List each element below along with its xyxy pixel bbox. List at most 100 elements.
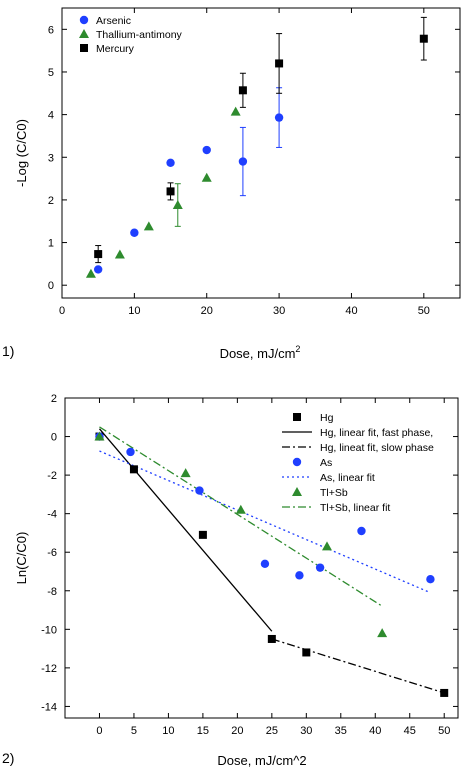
panel-2-legend: Hg Hg, linear fit, fast phase, Hg, lineat … xyxy=(282,412,434,514)
data-point-circle xyxy=(195,486,204,495)
panel-2-x-axis-label: Dose, mJ/cm^2 xyxy=(217,753,306,768)
x-tick-label: 40 xyxy=(345,305,357,317)
x-tick-label: 5 xyxy=(131,725,137,737)
panel-2-plot-frame xyxy=(64,397,459,719)
panel-1-chart: 1) 0 10 20 30 40 50 0 1 2 3 4 5 6 Arsenic Thallium-a… xyxy=(2,7,461,361)
legend-label: Hg, lineat fit, slow phase xyxy=(320,442,434,454)
y-tick-label: 5 xyxy=(48,67,54,79)
legend-label: Hg, linear fit, fast phase, xyxy=(320,427,433,439)
data-point-square xyxy=(267,634,276,643)
data-point-triangle xyxy=(143,221,154,231)
data-point-square xyxy=(129,465,138,474)
x-tick-label: 30 xyxy=(273,305,285,317)
x-tick-label: 35 xyxy=(335,725,347,737)
legend-marker-circle xyxy=(292,457,302,467)
y-tick-label: 2 xyxy=(51,393,57,405)
data-point-circle xyxy=(126,447,135,457)
y-tick-label: 2 xyxy=(48,195,54,207)
legend-label: As, linear fit xyxy=(320,472,375,484)
data-point-square xyxy=(94,250,103,259)
panel-1-x-axis-label: Dose, mJ/cm2 xyxy=(220,344,301,361)
data-point-triangle xyxy=(172,200,183,210)
data-point-circle xyxy=(315,563,325,572)
legend-label: Tl+Sb xyxy=(320,487,348,499)
legend-label: Hg xyxy=(320,412,334,424)
data-point-triangle xyxy=(377,628,388,638)
x-tick-label: 0 xyxy=(59,305,65,317)
y-tick-label: 3 xyxy=(48,152,54,164)
x-tick-label: 20 xyxy=(201,305,213,317)
data-point-circle xyxy=(238,157,248,166)
data-point-triangle xyxy=(94,431,105,441)
x-tick-label: 10 xyxy=(162,725,174,737)
fit-line xyxy=(99,450,431,594)
x-tick-label: 30 xyxy=(300,725,312,737)
y-tick-label: 0 xyxy=(51,432,57,444)
data-point-square xyxy=(198,530,207,539)
legend-label: Tl+Sb, linear fit xyxy=(320,502,390,514)
panel-1-y-axis-label: -Log (C/C0) xyxy=(14,119,29,187)
legend-marker-circle xyxy=(79,15,89,25)
data-point-circle xyxy=(260,559,270,568)
y-tick-label: -8 xyxy=(47,586,57,598)
data-point-square xyxy=(440,688,449,697)
legend-marker-square xyxy=(80,44,88,52)
x-tick-label: 0 xyxy=(96,725,102,737)
data-point-square xyxy=(419,34,428,43)
panel-2-fit-lines xyxy=(98,426,445,694)
fit-line xyxy=(98,428,273,632)
legend-label: As xyxy=(320,457,332,469)
panel-1-plot-frame xyxy=(61,7,461,299)
data-point-circle xyxy=(426,575,435,584)
data-point-circle xyxy=(274,113,284,122)
x-tick-label: 45 xyxy=(404,725,416,737)
data-point-square xyxy=(238,86,247,95)
panel-1-y-ticks: 0 1 2 3 4 5 6 xyxy=(48,24,460,292)
panel-2-y-axis-label: Ln(C/C0) xyxy=(14,532,29,585)
data-point-circle xyxy=(357,526,366,536)
y-tick-label: 0 xyxy=(48,280,54,292)
panel-1-x-ticks: 0 10 20 30 40 50 xyxy=(59,8,430,317)
x-tick-label: 25 xyxy=(266,725,278,737)
data-point-square xyxy=(302,648,311,657)
data-point-circle xyxy=(295,571,304,580)
data-point-triangle xyxy=(85,268,96,278)
x-tick-label: 10 xyxy=(128,305,140,317)
x-tick-label: 40 xyxy=(369,725,381,737)
legend-marker-triangle xyxy=(79,29,89,38)
x-tick-label: 50 xyxy=(438,725,450,737)
y-tick-label: -6 xyxy=(47,547,57,559)
data-point-square xyxy=(166,187,175,196)
legend-label: Thallium-antimony xyxy=(96,29,183,41)
legend-label: Mercury xyxy=(96,43,135,55)
x-tick-label: 15 xyxy=(197,725,209,737)
y-tick-label: 4 xyxy=(48,110,54,122)
data-point-circle xyxy=(202,145,211,155)
data-point-circle xyxy=(93,265,103,274)
data-point-triangle xyxy=(235,504,246,514)
data-point-triangle xyxy=(114,249,125,259)
data-point-triangle xyxy=(180,468,191,478)
fit-line xyxy=(99,426,383,607)
panel-1-data-marks xyxy=(85,16,428,278)
panel-2-chart: 2) 0 5 10 15 20 25 30 35 40 45 50 20-2-4-6-8-10-12… xyxy=(2,393,459,768)
legend-label: Arsenic xyxy=(96,15,131,27)
panel-1-legend: Arsenic Thallium-antimony Mercury xyxy=(79,15,183,55)
legend-marker-square xyxy=(293,413,301,421)
data-point-circle xyxy=(166,158,175,168)
y-tick-label: -10 xyxy=(41,624,57,636)
fit-line xyxy=(271,638,445,694)
panel-2-x-ticks: 0 5 10 15 20 25 30 35 40 45 50 xyxy=(96,398,450,737)
panel-2-label: 2) xyxy=(2,750,14,766)
panel-1-label: 1) xyxy=(2,343,14,359)
y-tick-label: -4 xyxy=(47,509,57,521)
y-tick-label: -14 xyxy=(41,701,57,713)
data-point-triangle xyxy=(322,541,332,551)
data-point-triangle xyxy=(201,172,212,182)
x-tick-label: 20 xyxy=(231,725,243,737)
panel-2-y-ticks: 2 0 -2 -4 -6 -8 -10 -12 -14 xyxy=(41,393,458,713)
y-tick-label: 1 xyxy=(48,238,54,250)
data-point-triangle xyxy=(230,106,241,116)
legend-marker-triangle xyxy=(292,487,302,496)
